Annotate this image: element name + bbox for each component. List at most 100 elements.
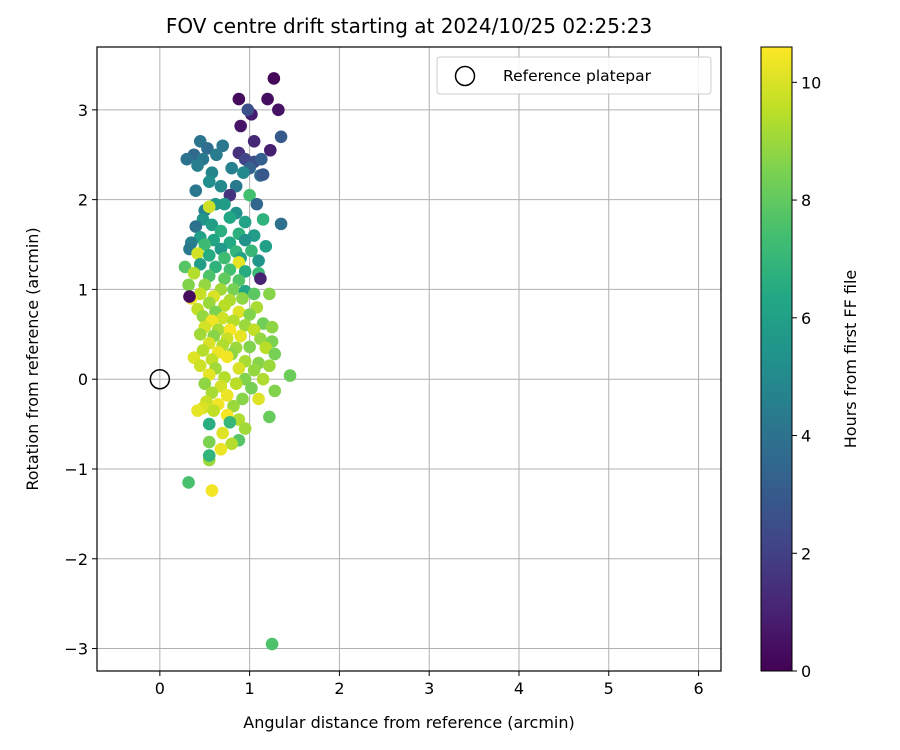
data-point [232,256,246,269]
data-point [274,217,288,231]
data-point [259,240,273,253]
data-point [223,211,237,224]
data-point [259,341,273,355]
data-point [189,220,203,233]
data-point [183,290,196,303]
data-point [247,287,261,301]
data-point [218,272,231,285]
data-point [214,224,228,238]
x-tick-label: 0 [155,679,165,698]
data-point [214,179,228,193]
data-point [247,363,261,377]
legend-entry-label: Reference platepar [503,67,652,85]
data-point [272,103,285,117]
data-point [227,283,240,296]
x-tick-label: 4 [514,679,524,698]
data-point [202,417,216,431]
data-point [189,184,203,197]
x-axis-ticks: 0 1 2 3 4 5 6 [155,671,704,698]
data-point [202,435,216,449]
data-point [243,188,256,202]
data-point [220,350,234,364]
y-axis-ticks: −3 −2 −1 0 1 2 3 [64,101,97,659]
colorbar-tick-label: 4 [801,427,811,446]
colorbar-tick-label: 8 [801,191,811,210]
data-point [263,410,276,424]
colorbar-label: Hours from first FF file [841,270,860,449]
colorbar-tick-label: 6 [801,309,811,328]
data-point [268,347,282,361]
data-point [250,197,264,211]
colorbar: 0 2 4 6 8 10 Hours from first FF file [760,46,860,681]
data-point [191,404,204,417]
data-point [229,377,243,390]
x-tick-label: 1 [245,679,255,698]
y-tick-label: 2 [78,191,88,210]
data-point [263,359,276,373]
data-point [193,257,207,271]
data-point [256,168,270,181]
data-point [202,449,216,462]
data-point [218,251,231,265]
legend-marker [454,65,476,87]
data-point [202,175,216,188]
plot-frame [96,46,722,672]
data-point [283,369,297,382]
data-point [238,215,252,229]
data-point [229,179,243,193]
data-point [245,244,258,258]
y-tick-label: −2 [64,550,88,569]
data-point [238,233,252,247]
data-point [241,103,255,117]
data-point [178,260,192,274]
data-point [198,377,212,390]
data-point [252,254,265,267]
data-point [216,426,229,440]
colorbar-gradient [760,46,793,672]
colorbar-tick-label: 10 [801,73,821,92]
data-point [218,197,231,211]
data-point [252,392,265,406]
data-point [216,311,229,325]
x-tick-label: 5 [604,679,614,698]
data-point [232,92,246,106]
data-point [220,389,234,402]
data-point [243,308,256,321]
data-point [263,287,276,301]
data-point [182,278,195,292]
data-point [234,329,247,343]
data-point [254,272,267,285]
data-point [238,265,252,278]
y-tick-label: 1 [78,280,88,299]
reference-point [149,368,171,390]
legend: Reference platepar [436,56,712,95]
data-point [238,422,252,435]
data-point [191,159,204,172]
data-point [207,404,221,417]
y-tick-label: 3 [78,101,88,120]
data-point [236,292,249,305]
data-point [268,384,282,398]
data-point [202,248,216,262]
data-point [227,399,240,413]
data-point [202,296,216,310]
data-point [225,437,238,451]
data-point [247,323,261,337]
data-point [205,484,219,497]
data-point [180,152,194,166]
y-tick-label: −1 [64,460,88,479]
y-tick-label: −3 [64,640,88,659]
data-point [237,166,250,179]
colorbar-tick-label: 2 [801,544,811,563]
data-point [205,218,219,232]
data-point [218,299,231,312]
data-point [193,328,207,341]
data-point [196,344,210,357]
data-point [198,238,212,251]
reference-platepar-marker [149,368,171,390]
data-point [245,381,258,395]
data-point [214,380,228,393]
data-point [263,143,277,157]
data-point [236,392,249,406]
